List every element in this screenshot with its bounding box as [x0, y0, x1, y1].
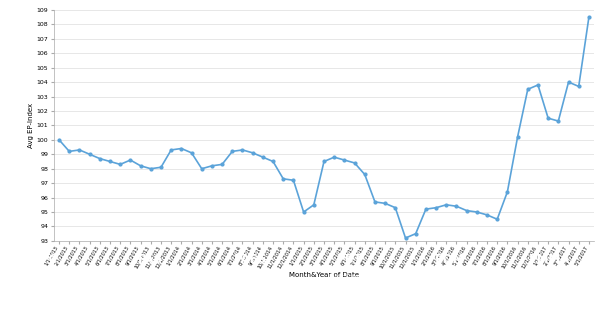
Text: PMMA: PMMA [529, 252, 571, 266]
X-axis label: Month&Year of Date: Month&Year of Date [289, 272, 359, 278]
Text: 56: 56 [340, 301, 359, 315]
Text: Eur/t Change: Eur/t Change [430, 274, 470, 279]
Text: PBT: PBT [337, 252, 363, 266]
Text: 2: 2 [545, 301, 555, 315]
Text: 83: 83 [440, 301, 460, 315]
Text: PA66: PA66 [233, 252, 266, 266]
Text: Eur/t Change: Eur/t Change [130, 274, 170, 279]
Text: PA6: PA6 [137, 252, 163, 266]
Text: Eur/t Change: Eur/t Change [529, 274, 571, 279]
Y-axis label: Avg EP-Index: Avg EP-Index [28, 103, 34, 148]
Text: 12: 12 [40, 301, 60, 315]
Text: PC: PC [41, 252, 59, 266]
Text: Eur/t Change: Eur/t Change [329, 274, 371, 279]
Text: Eur/t Change: Eur/t Change [229, 274, 271, 279]
Text: POM: POM [435, 252, 465, 266]
Text: -3: -3 [142, 301, 158, 315]
Text: 50: 50 [241, 301, 260, 315]
Text: Eur/t Change: Eur/t Change [29, 274, 71, 279]
